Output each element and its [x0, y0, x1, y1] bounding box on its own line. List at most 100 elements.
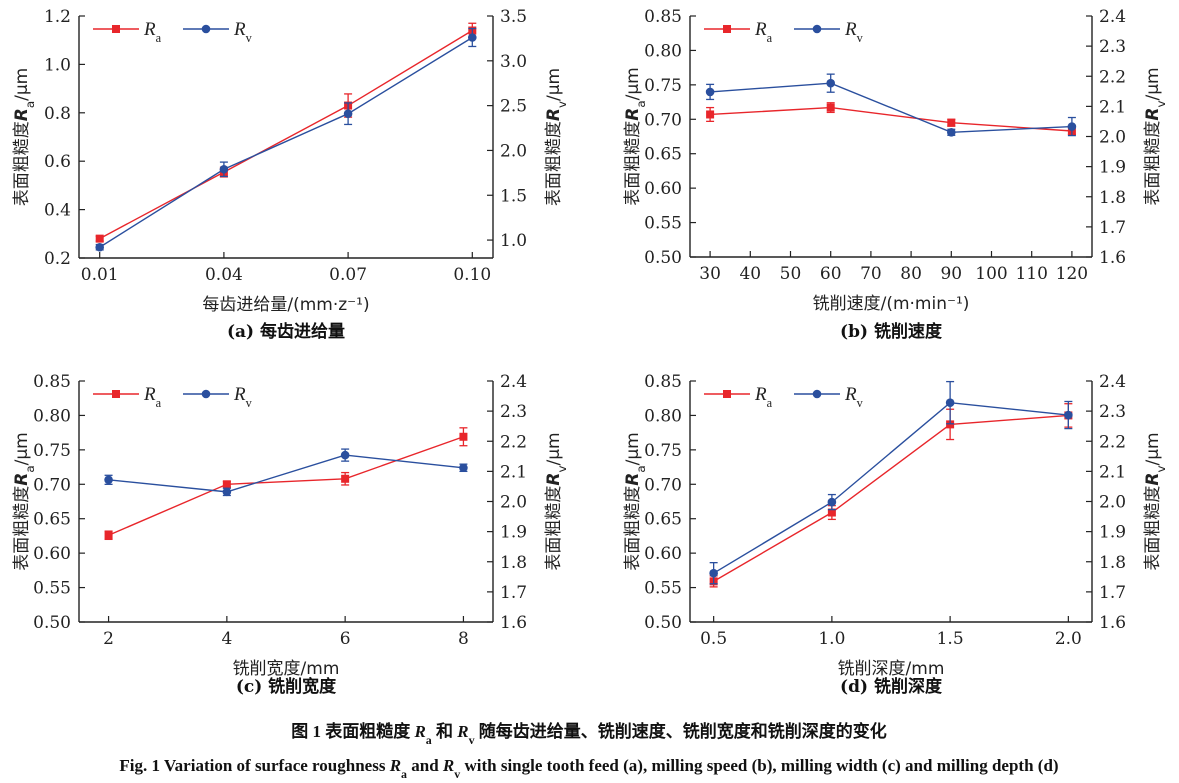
legend-label: Rv — [233, 384, 253, 410]
series-Rv — [104, 448, 468, 497]
data-point-circle — [945, 398, 955, 407]
y2-tick-label: 2.0 — [1099, 493, 1126, 513]
y2-tick-label: 1.7 — [500, 583, 527, 603]
y2-tick-label: 2.3 — [1099, 37, 1126, 57]
data-point-square — [459, 432, 468, 441]
legend-item-Ra: Ra — [93, 384, 162, 410]
data-point-circle — [709, 568, 718, 578]
y-tick-label: 0.55 — [644, 579, 682, 599]
y-tick-label: 0.4 — [44, 201, 71, 221]
data-point-circle — [705, 87, 715, 97]
x-tick-label: 0.01 — [81, 265, 119, 285]
legend-square-icon — [112, 390, 120, 398]
series-Ra — [104, 427, 468, 541]
legend-item-Ra: Ra — [704, 19, 773, 45]
x-tick-label: 50 — [780, 264, 802, 284]
y2-tick-label: 2.4 — [500, 372, 527, 392]
legend-item-Ra: Ra — [704, 384, 773, 410]
x-tick-label: 60 — [820, 264, 842, 284]
x-tick-label: 1.0 — [818, 629, 845, 649]
data-point-circle — [95, 242, 104, 252]
data-point-square — [706, 110, 715, 119]
x-tick-label: 0.07 — [329, 265, 367, 285]
y-tick-label: 0.6 — [44, 152, 71, 172]
y2-tick-label: 2.0 — [500, 493, 527, 513]
y2-tick-label: 1.8 — [500, 553, 527, 573]
series-Rv — [95, 27, 477, 252]
y-tick-label: 0.70 — [644, 110, 682, 130]
y2-axis-label: 表面粗糙度Rv/μm — [1143, 67, 1168, 205]
y-tick-label: 0.70 — [33, 475, 71, 495]
series-Rv — [709, 380, 1073, 585]
y2-tick-label: 1.8 — [1099, 188, 1126, 208]
series-Ra — [95, 22, 477, 243]
x-axis-label: 铣削速度/(m·min⁻¹) — [813, 294, 970, 314]
y2-tick-label: 1.7 — [1099, 218, 1126, 238]
y-axis-label: 表面粗糙度Ra/μm — [12, 68, 37, 207]
x-tick-label: 0.5 — [700, 629, 727, 649]
x-tick-label: 110 — [1015, 264, 1047, 284]
legend-label: Ra — [754, 19, 773, 45]
series-line — [99, 29, 473, 240]
x-tick-label: 40 — [739, 264, 761, 284]
data-point-circle — [219, 164, 229, 174]
chart-a: 0.01 0.04 0.07 0.10 0.2 0.4 0.6 0.8 1.0 1.2 1.0 1.5… — [12, 7, 569, 342]
legend-square-icon — [112, 25, 120, 33]
y2-tick-label: 1.6 — [1099, 248, 1126, 268]
y-tick-label: 0.65 — [33, 510, 71, 530]
legend-label: Ra — [143, 19, 162, 45]
data-point-circle — [343, 109, 353, 118]
y-tick-label: 0.55 — [644, 214, 682, 234]
data-point-circle — [826, 78, 835, 88]
y-tick-label: 0.75 — [644, 441, 682, 461]
y-tick-label: 0.80 — [644, 406, 682, 426]
y2-tick-label: 3.0 — [500, 52, 527, 72]
y2-tick-label: 2.4 — [1099, 7, 1126, 27]
y2-tick-label: 2.0 — [1099, 128, 1126, 148]
subplot-caption: (b) 铣削速度 — [840, 321, 943, 342]
series-line — [710, 106, 1072, 132]
legend-label: Rv — [844, 384, 864, 410]
data-point-square — [826, 103, 835, 112]
y2-axis-label: 表面粗糙度Rv/μm — [544, 68, 569, 206]
legend-item-Ra: Ra — [93, 19, 162, 45]
y2-tick-label: 1.6 — [500, 613, 527, 633]
y2-axis-label: 表面粗糙度Rv/μm — [1143, 432, 1168, 570]
y-tick-label: 0.85 — [33, 372, 71, 392]
y2-tick-label: 1.5 — [500, 186, 527, 206]
legend-circle-icon — [812, 389, 822, 399]
x-axis-label: 每齿进给量/(mm·z⁻¹) — [202, 295, 369, 315]
y2-tick-label: 2.1 — [1099, 462, 1126, 482]
series-line — [713, 401, 1069, 574]
y2-tick-label: 2.2 — [1099, 67, 1126, 87]
data-point-square — [95, 234, 104, 243]
legend-label: Ra — [143, 384, 162, 410]
data-point-square — [222, 480, 231, 489]
y-axis-label: 表面粗糙度Ra/μm — [12, 432, 37, 571]
y-tick-label: 0.8 — [44, 104, 71, 124]
x-tick-label: 120 — [1056, 264, 1088, 284]
y-tick-label: 0.50 — [644, 248, 682, 268]
legend-item-Rv: Rv — [794, 19, 864, 45]
y-tick-label: 0.85 — [644, 372, 682, 392]
y-tick-label: 0.50 — [644, 613, 682, 633]
y2-tick-label: 2.5 — [500, 97, 527, 117]
legend-square-icon — [723, 390, 731, 398]
y-tick-label: 1.2 — [44, 7, 71, 27]
y2-tick-label: 1.7 — [1099, 583, 1126, 603]
data-point-square — [827, 508, 836, 517]
y2-tick-label: 3.5 — [500, 7, 527, 27]
y-tick-label: 0.60 — [33, 544, 71, 564]
x-tick-label: 1.5 — [937, 629, 964, 649]
y-tick-label: 0.85 — [644, 7, 682, 27]
x-tick-label: 30 — [699, 264, 721, 284]
y2-tick-label: 2.2 — [500, 432, 527, 452]
y-tick-label: 0.80 — [33, 406, 71, 426]
y2-tick-label: 1.6 — [1099, 613, 1126, 633]
data-point-circle — [1067, 122, 1077, 131]
y-tick-label: 0.75 — [644, 76, 682, 96]
x-tick-label: 8 — [458, 629, 469, 649]
series-line — [710, 82, 1072, 133]
y-tick-label: 0.65 — [644, 510, 682, 530]
